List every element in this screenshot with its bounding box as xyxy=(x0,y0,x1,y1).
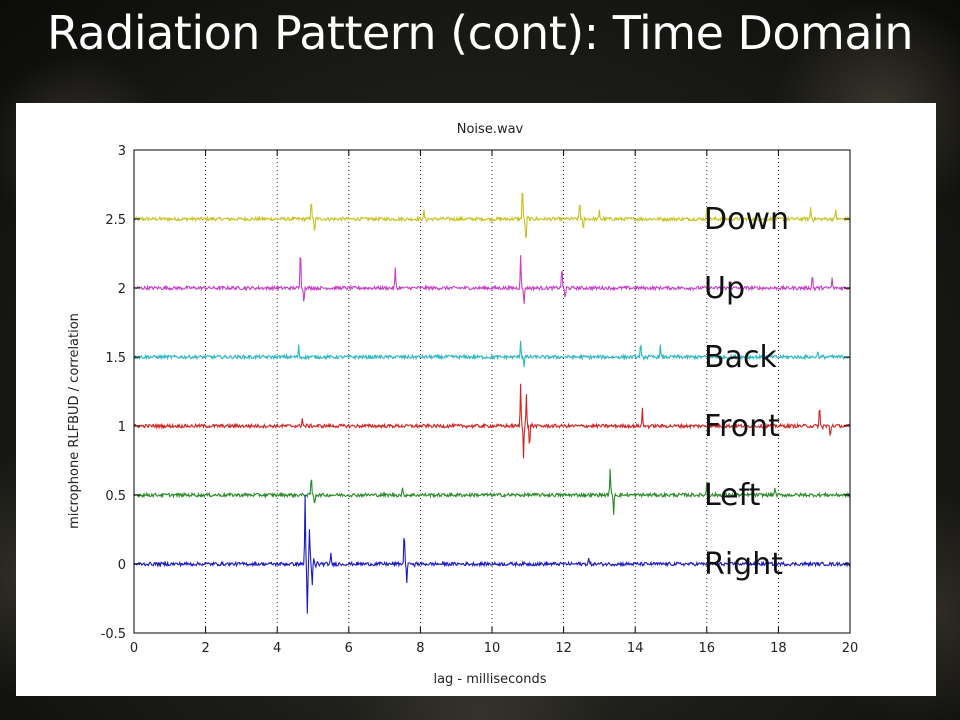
grid-lines xyxy=(205,150,779,633)
x-tick-label: 20 xyxy=(842,641,859,656)
x-tick-label: 2 xyxy=(201,641,209,656)
series-line-right xyxy=(133,494,851,614)
series-label-up: Up xyxy=(704,271,745,306)
y-tick-label: 2.5 xyxy=(105,213,126,228)
x-tick-label: 16 xyxy=(699,641,716,656)
y-tick-label: 0 xyxy=(118,558,126,573)
x-tick-label: 18 xyxy=(770,641,787,656)
series-line-front xyxy=(133,383,851,459)
series-layer xyxy=(133,192,851,614)
axis-ticks: 0 2 4 6 8 10 12 14 16 18 20 -0.5 0 0.5 1 1.5 2 2.5 3 xyxy=(101,144,859,656)
chart-panel: Noise.wav 0 2 4 6 8 10 12 14 16 18 20 -0.5 0 0.5 1 1.5 2… xyxy=(16,103,936,696)
y-tick-label: 0.5 xyxy=(105,489,126,504)
x-tick-label: 6 xyxy=(345,641,353,656)
series-labels: Down Up Back Front Left Right xyxy=(704,202,789,582)
series-line-left xyxy=(133,468,851,516)
series-label-right: Right xyxy=(704,547,783,582)
x-tick-label: 0 xyxy=(130,641,138,656)
x-tick-label: 12 xyxy=(555,641,572,656)
series-line-up xyxy=(133,255,851,304)
x-tick-label: 4 xyxy=(273,641,281,656)
x-tick-label: 10 xyxy=(484,641,501,656)
y-tick-label: 3 xyxy=(118,144,126,159)
series-label-left: Left xyxy=(704,478,761,513)
y-tick-label: 2 xyxy=(118,282,126,297)
y-tick-label: 1.5 xyxy=(105,351,126,366)
y-axis-label: microphone RLFBUD / correlation xyxy=(67,313,82,529)
x-tick-label: 14 xyxy=(627,641,644,656)
chart-title: Noise.wav xyxy=(457,122,524,137)
y-tick-label: 1 xyxy=(118,420,126,435)
series-line-down xyxy=(133,192,851,239)
series-label-back: Back xyxy=(704,340,777,375)
x-axis-label: lag - milliseconds xyxy=(433,672,546,687)
y-tick-label: -0.5 xyxy=(101,627,126,642)
chart: Noise.wav 0 2 4 6 8 10 12 14 16 18 20 -0.5 0 0.5 1 1.5 2… xyxy=(67,122,859,687)
series-label-front: Front xyxy=(704,409,780,444)
series-label-down: Down xyxy=(704,202,789,237)
slide-title: Radiation Pattern (cont): Time Domain xyxy=(47,6,914,60)
x-tick-label: 8 xyxy=(416,641,424,656)
series-line-back xyxy=(133,340,851,367)
